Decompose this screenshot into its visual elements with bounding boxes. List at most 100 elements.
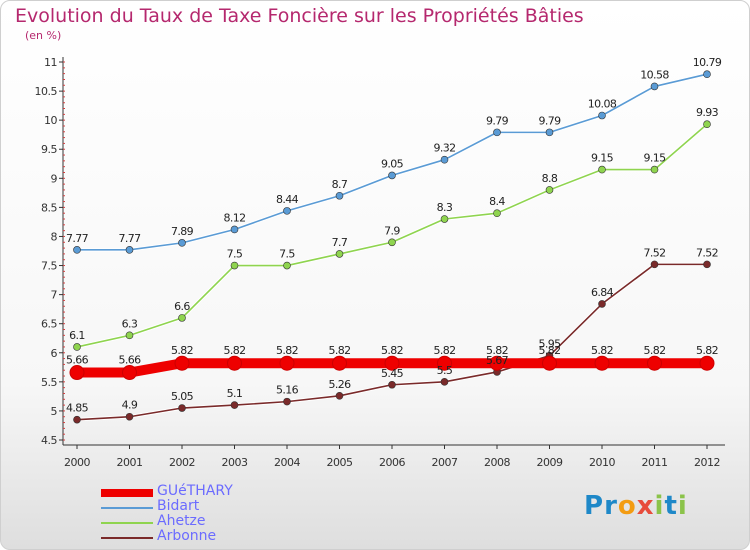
data-point — [283, 261, 291, 270]
data-point — [125, 331, 134, 340]
data-point — [650, 165, 659, 174]
data-label: 5.45 — [381, 367, 404, 380]
axes: 4.5 5 5.5 6 6.5 7 7.5 8 8.5 9 9.5 10 10.5 11 2000 2001 2… — [35, 56, 725, 469]
data-label: 10.79 — [693, 56, 722, 69]
data-label: 8.3 — [437, 201, 453, 214]
data-point — [230, 261, 239, 270]
data-label: 5.82 — [591, 344, 613, 357]
data-point — [283, 397, 291, 406]
legend-label: Arbonne — [157, 528, 217, 544]
data-point — [73, 415, 81, 424]
legend-swatch — [101, 507, 153, 509]
data-label: 9.15 — [591, 152, 614, 165]
data-point — [440, 215, 449, 223]
data-labels: 7.77 7.77 7.89 8.12 8.44 8.7 9.05 9.32 9.79 9.79 1… — [66, 56, 722, 414]
y-tick-label: 6 — [51, 347, 58, 360]
data-point — [335, 250, 344, 258]
x-tick-label: 2009 — [537, 456, 563, 469]
data-point — [545, 186, 554, 194]
data-point — [493, 209, 501, 217]
data-label: 5.16 — [276, 384, 299, 397]
data-label: 7.7 — [332, 236, 348, 249]
data-label: 7.89 — [171, 225, 194, 238]
data-label: 8.44 — [276, 193, 299, 206]
data-label: 6.6 — [174, 300, 190, 313]
data-label: 5.82 — [643, 344, 665, 357]
data-point — [279, 355, 295, 371]
data-point — [545, 128, 554, 137]
data-point — [178, 239, 186, 247]
logo-letter: i — [654, 491, 665, 521]
data-point — [440, 378, 449, 386]
data-point — [650, 82, 659, 91]
data-point — [230, 401, 239, 409]
data-label: 8.8 — [542, 172, 558, 185]
data-label: 7.52 — [696, 246, 718, 259]
data-label: 5.82 — [486, 344, 508, 357]
data-label: 9.32 — [433, 142, 455, 155]
data-point — [542, 355, 557, 371]
x-tick-label: 2012 — [694, 456, 720, 469]
logo-letter: i — [677, 491, 688, 521]
data-label: 5.82 — [276, 344, 298, 357]
data-label: 9.79 — [538, 114, 561, 127]
data-label: 6.1 — [69, 329, 85, 342]
data-label: 7.77 — [118, 232, 141, 245]
x-tick-label: 2007 — [432, 456, 458, 469]
data-point — [283, 207, 291, 215]
data-point — [437, 355, 452, 371]
data-label: 6.3 — [122, 317, 138, 330]
data-point — [332, 355, 347, 371]
data-point — [388, 238, 396, 247]
legend-label: Bidart — [157, 498, 200, 514]
data-point — [493, 128, 501, 137]
legend-swatch — [101, 537, 153, 539]
data-label: 7.52 — [643, 246, 665, 259]
data-label: 9.93 — [696, 106, 719, 119]
data-label: 5.95 — [538, 338, 561, 351]
data-label: 9.79 — [486, 114, 509, 127]
chart-subtitle: (en %) — [25, 29, 62, 42]
x-tick-label: 2003 — [222, 456, 248, 469]
data-point — [440, 155, 449, 164]
data-label: 5.1 — [227, 387, 243, 400]
y-tick-label: 8.5 — [41, 201, 57, 214]
data-label: 9.15 — [643, 152, 666, 165]
data-label: 5.66 — [66, 354, 89, 367]
logo-letter: P — [584, 491, 605, 521]
legend-label: GUéTHARY — [157, 483, 233, 499]
data-label: 8.12 — [223, 211, 245, 224]
x-tick-label: 2001 — [117, 456, 143, 469]
logo-letter: x — [636, 491, 655, 521]
x-tick-label: 2010 — [589, 456, 615, 469]
data-point — [598, 300, 606, 308]
data-point — [388, 380, 396, 389]
data-point — [647, 355, 662, 371]
data-point — [230, 225, 239, 234]
y-tick-label: 7.5 — [41, 260, 57, 273]
data-label: 5.67 — [486, 354, 509, 367]
data-point — [699, 355, 715, 371]
data-point — [598, 111, 606, 120]
data-label: 7.5 — [279, 248, 295, 261]
x-tick-label: 2006 — [379, 456, 405, 469]
x-tick-label: 2002 — [169, 456, 195, 469]
data-point — [703, 260, 711, 269]
logo-letter: o — [617, 491, 637, 521]
y-tick-label: 10.5 — [35, 85, 58, 98]
logo-text: Proxiti — [584, 491, 688, 521]
data-point — [335, 392, 344, 400]
data-label: 6.84 — [591, 286, 614, 299]
y-tick-label: 6.5 — [41, 318, 57, 331]
data-label: 5.82 — [696, 344, 718, 357]
data-label: 8.4 — [489, 195, 505, 208]
data-label: 8.7 — [332, 178, 348, 191]
proxiti-logo: Proxiti — [584, 491, 694, 521]
legend-swatch — [101, 489, 153, 497]
y-tick-label: 11 — [44, 56, 57, 69]
legend-label: Ahetze — [157, 513, 206, 529]
data-label: 7.5 — [227, 248, 243, 261]
y-tick-label: 7 — [51, 289, 58, 302]
data-label: 10.08 — [588, 98, 617, 111]
